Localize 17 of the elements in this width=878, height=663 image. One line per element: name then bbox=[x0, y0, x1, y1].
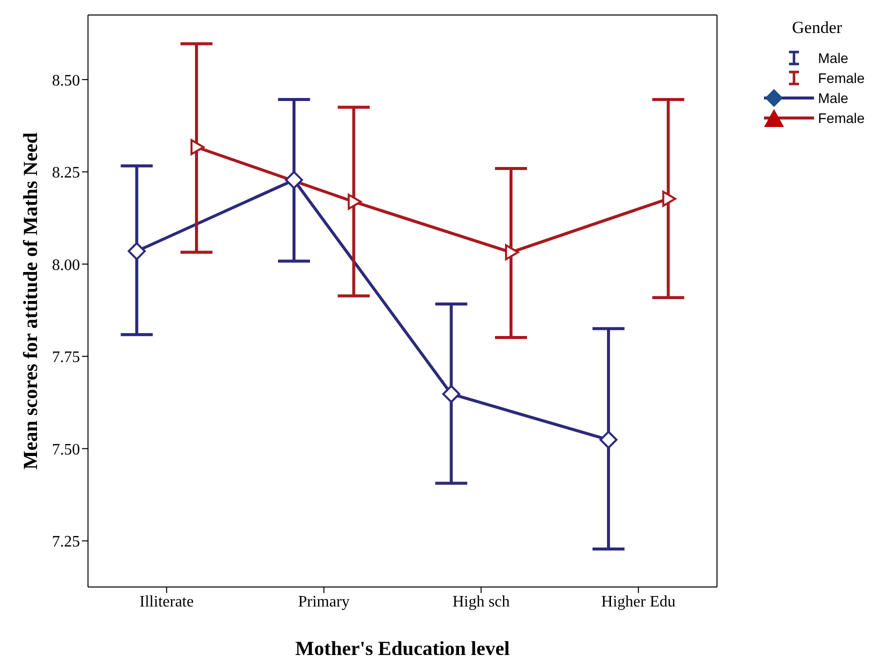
y-axis-title: Mean scores for attitude of Maths Need bbox=[20, 132, 42, 470]
y-tick-label: 8.00 bbox=[52, 256, 80, 274]
x-tick-label: Illiterate bbox=[140, 593, 194, 610]
y-tick-label: 7.25 bbox=[52, 534, 80, 551]
text: Male bbox=[818, 50, 848, 66]
legend-title: Gender bbox=[792, 18, 844, 38]
text: Female bbox=[818, 70, 865, 86]
y-tick-label: 7.75 bbox=[52, 349, 80, 366]
y-tick-label: 7.50 bbox=[52, 441, 80, 458]
y-tick-label: 8.25 bbox=[52, 164, 80, 182]
x-tick-label: High sch bbox=[452, 593, 510, 610]
x-tick-label: Primary bbox=[298, 593, 350, 610]
legend-label: Female bbox=[818, 110, 865, 126]
legend-label: Male bbox=[818, 90, 848, 106]
x-tick-label: Higher Edu bbox=[601, 593, 676, 610]
y-tick-label: 8.50 bbox=[52, 72, 80, 90]
x-axis-title: Mother's Education level bbox=[295, 638, 510, 660]
